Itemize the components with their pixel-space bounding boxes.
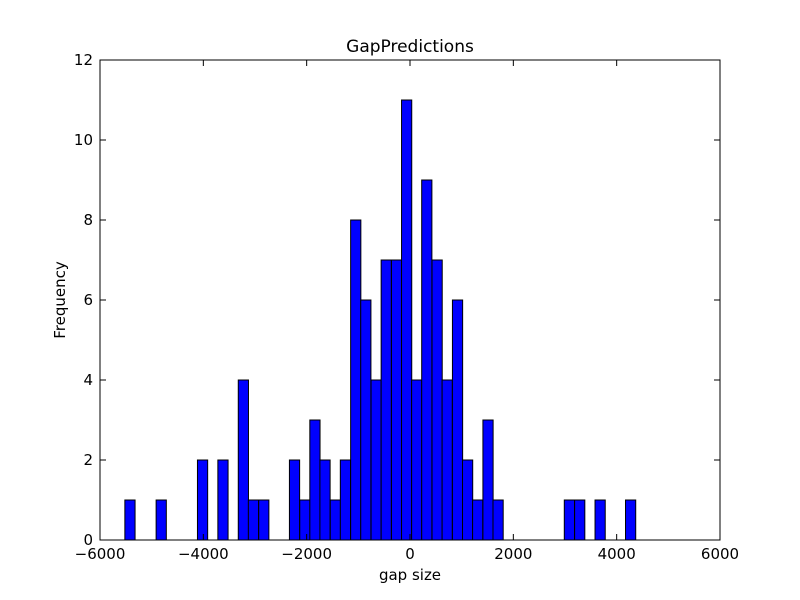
plot-frame bbox=[99, 59, 721, 541]
histogram-bar-21 bbox=[431, 259, 443, 541]
histogram-bar-25 bbox=[472, 499, 484, 541]
y-tick-label-2: 4 bbox=[83, 371, 93, 389]
histogram-bar-4 bbox=[237, 379, 249, 541]
histogram-bar-17 bbox=[390, 259, 403, 541]
histogram-bar-1 bbox=[155, 499, 167, 541]
histogram-bar-27 bbox=[492, 499, 504, 541]
histogram-bar-12 bbox=[339, 459, 352, 541]
histogram-bar-13 bbox=[350, 219, 362, 541]
y-tick-label-6: 12 bbox=[74, 51, 93, 69]
y-tick-label-5: 10 bbox=[74, 131, 93, 149]
histogram-bar-28 bbox=[563, 499, 575, 541]
y-tick-label-3: 6 bbox=[83, 291, 93, 309]
ticks-group: −6000 −4000 −2000 0 2000 4000 6000 0 2 4 6 8 10 12 bbox=[74, 51, 739, 563]
histogram-bar-11 bbox=[329, 499, 341, 541]
x-tick-label-3: 0 bbox=[405, 545, 415, 563]
histogram-bar-8 bbox=[299, 499, 311, 541]
x-tick-label-6: 6000 bbox=[701, 545, 739, 563]
histogram-bar-31 bbox=[625, 499, 637, 541]
histogram-bar-19 bbox=[411, 379, 423, 541]
histogram-bar-22 bbox=[441, 379, 453, 541]
y-tick-label-0: 0 bbox=[83, 531, 93, 549]
histogram-bar-3 bbox=[217, 459, 229, 541]
histogram-bar-14 bbox=[360, 299, 372, 541]
x-tick-label-4: 2000 bbox=[494, 545, 532, 563]
x-tick-label-5: 4000 bbox=[598, 545, 636, 563]
histogram-bar-15 bbox=[370, 379, 382, 541]
histogram-bar-6 bbox=[258, 499, 270, 541]
histogram-bar-0 bbox=[124, 499, 136, 541]
y-tick-label-4: 8 bbox=[83, 211, 93, 229]
chart-title: GapPredictions bbox=[346, 37, 474, 57]
histogram-bar-16 bbox=[380, 259, 392, 541]
histogram-bar-29 bbox=[574, 499, 586, 541]
histogram-bar-30 bbox=[594, 499, 606, 541]
histogram-bar-23 bbox=[451, 299, 464, 541]
y-axis-label: Frequency bbox=[51, 261, 69, 339]
histogram-bar-20 bbox=[421, 179, 433, 541]
y-tick-label-1: 2 bbox=[83, 451, 93, 469]
histogram-bar-18 bbox=[401, 99, 413, 541]
histogram-bar-7 bbox=[288, 459, 301, 541]
histogram-bar-24 bbox=[462, 459, 474, 541]
histogram-bar-9 bbox=[309, 419, 321, 541]
histogram-bar-2 bbox=[196, 459, 209, 541]
histogram-bar-26 bbox=[482, 419, 494, 541]
x-axis-label: gap size bbox=[379, 566, 441, 584]
x-tick-label-0: −6000 bbox=[75, 545, 126, 563]
x-tick-label-2: −2000 bbox=[281, 545, 332, 563]
histogram-bar-10 bbox=[319, 459, 331, 541]
x-tick-label-1: −4000 bbox=[178, 545, 229, 563]
histogram-bar-5 bbox=[247, 499, 260, 541]
